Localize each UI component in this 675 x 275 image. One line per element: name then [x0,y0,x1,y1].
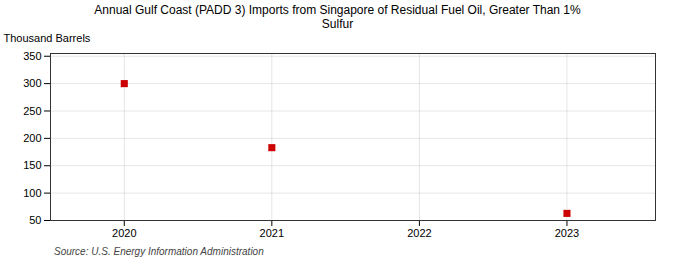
svg-text:250: 250 [23,105,41,117]
svg-text:2020: 2020 [112,227,136,239]
svg-text:50: 50 [29,214,41,226]
svg-text:Thousand Barrels: Thousand Barrels [4,32,91,44]
svg-text:200: 200 [23,132,41,144]
svg-text:150: 150 [23,159,41,171]
svg-text:300: 300 [23,77,41,89]
svg-text:2023: 2023 [555,227,579,239]
svg-text:350: 350 [23,50,41,62]
svg-text:2021: 2021 [260,227,284,239]
svg-text:2022: 2022 [407,227,431,239]
html-text:Annual Gulf Coast (PADD 3) Imp: Annual Gulf Coast (PADD 3) Imports from … [94,3,581,31]
html-text:Source: U.S. Energy Informatio: Source: U.S. Energy Information Administ… [54,246,264,257]
svg-text:100: 100 [23,187,41,199]
